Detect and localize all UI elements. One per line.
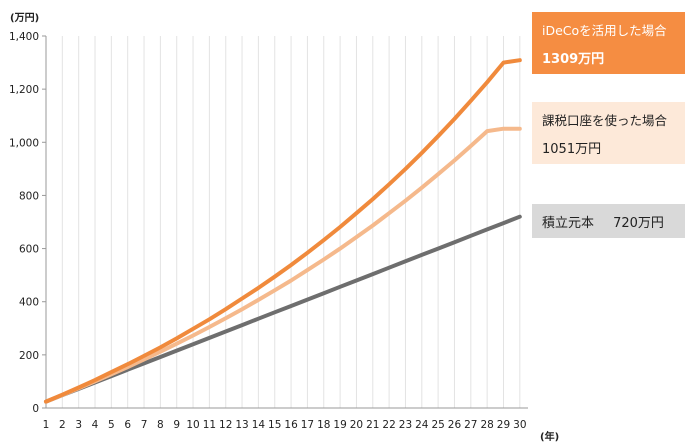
- x-tick-label: 29: [497, 419, 510, 431]
- x-tick-label: 12: [219, 419, 232, 431]
- x-tick-label: 13: [235, 419, 248, 431]
- legend-principal-name: 積立元本: [542, 216, 595, 231]
- x-tick-label: 27: [464, 419, 477, 431]
- x-tick-label: 16: [284, 419, 298, 431]
- grid-lines: [45, 36, 521, 408]
- axes: [42, 35, 528, 409]
- x-tick-label: 6: [124, 419, 131, 431]
- x-tick-label: 4: [92, 419, 99, 431]
- y-tick-label: 1,000: [9, 137, 39, 149]
- series-line: [44, 214, 522, 404]
- y-tick-label: 800: [19, 190, 39, 202]
- y-tick-label: 200: [19, 350, 39, 362]
- y-tick-label: 1,400: [9, 31, 39, 43]
- y-tick-label: 400: [19, 297, 39, 309]
- x-tick-label: 23: [399, 419, 412, 431]
- x-tick-label: 8: [157, 419, 164, 431]
- series-line: [44, 58, 522, 404]
- x-tick-label: 5: [108, 419, 115, 431]
- x-unit-label: (年): [540, 430, 559, 443]
- legend-principal-value: 720万円: [613, 216, 664, 231]
- x-tick-label: 17: [301, 419, 314, 431]
- y-unit-label: (万円): [10, 12, 39, 24]
- x-tick-label: 18: [317, 419, 330, 431]
- x-tick-label: 15: [268, 419, 281, 431]
- x-tick-label: 25: [431, 419, 444, 431]
- legend-taxable-value: 1051万円: [542, 142, 602, 157]
- series-line: [44, 126, 522, 404]
- x-tick-label: 7: [141, 419, 148, 431]
- x-tick-label: 11: [203, 419, 216, 431]
- x-tick-label: 14: [252, 419, 266, 431]
- x-tick-label: 26: [448, 419, 462, 431]
- x-tick-label: 21: [366, 419, 379, 431]
- y-tick-label: 600: [19, 244, 39, 256]
- x-tick-label: 9: [173, 419, 180, 431]
- x-tick-label: 24: [415, 419, 429, 431]
- legend-taxable-name: 課税口座を使った場合: [542, 113, 668, 128]
- legend-ideco-name: iDeCoを活用した場合: [542, 23, 667, 38]
- legend-ideco-value: 1309万円: [542, 52, 605, 67]
- series-lines: [44, 58, 522, 404]
- legend-principal: 積立元本 720万円: [532, 204, 685, 238]
- x-tick-label: 10: [186, 419, 199, 431]
- x-tick-label: 20: [350, 419, 363, 431]
- y-tick-label: 0: [32, 403, 39, 415]
- x-tick-label: 28: [480, 419, 493, 431]
- x-tick-label: 2: [59, 419, 66, 431]
- y-tick-label: 1,200: [9, 84, 39, 96]
- x-tick-label: 30: [513, 419, 526, 431]
- legend-taxable: 課税口座を使った場合 1051万円: [532, 102, 685, 164]
- x-tick-label: 1: [43, 419, 50, 431]
- x-tick-label: 19: [333, 419, 346, 431]
- x-tick-label: 3: [75, 419, 82, 431]
- x-tick-label: 22: [382, 419, 395, 431]
- legend-ideco: iDeCoを活用した場合 1309万円: [532, 12, 685, 74]
